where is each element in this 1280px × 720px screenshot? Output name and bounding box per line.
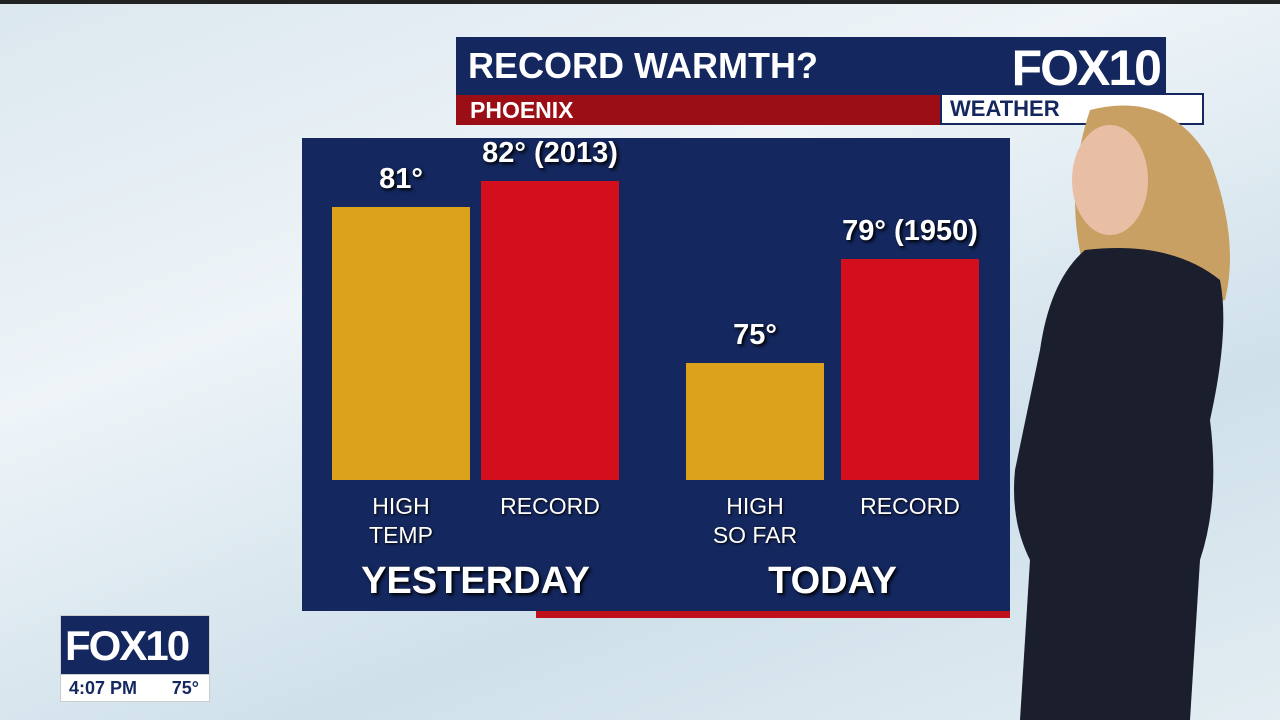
bar (481, 181, 619, 480)
title-bar: RECORD WARMTH? FOX10 (456, 37, 1166, 96)
value-label: 81° (379, 163, 423, 195)
location: PHOENIX (470, 97, 574, 123)
category-label: HIGH TEMP (369, 493, 433, 548)
title: RECORD WARMTH? (468, 45, 818, 86)
value-label: 79° (1950) (842, 215, 978, 247)
logo-sub: WEATHER (950, 96, 1060, 121)
category-label: RECORD (500, 493, 600, 519)
location-bar: PHOENIX (456, 95, 946, 125)
bar (841, 259, 979, 480)
bug-logo: FOX10 (65, 622, 190, 669)
bug-info: 4:07 PM 75° (60, 674, 210, 702)
bug-logo-box: FOX10 (60, 615, 210, 675)
category-label: HIGH SO FAR (712, 493, 798, 548)
face (1072, 125, 1148, 235)
bar (686, 363, 824, 480)
group-label: YESTERDAY (361, 560, 590, 602)
category-label: RECORD (860, 493, 960, 519)
group-label: TODAY (768, 560, 897, 602)
logo: FOX10 (1011, 40, 1162, 96)
bug-temp: 75° (171, 678, 199, 698)
value-label: 75° (733, 319, 777, 351)
body (1014, 248, 1224, 720)
value-label: 82° (2013) (482, 137, 618, 169)
bug-time: 4:07 PM (69, 678, 138, 698)
top-border (0, 0, 1280, 4)
bar (332, 207, 470, 480)
